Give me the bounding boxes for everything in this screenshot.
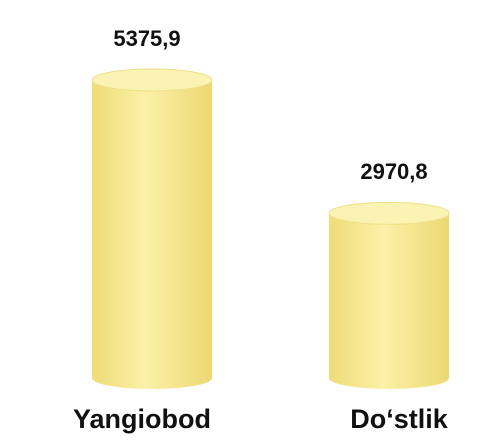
bar	[329, 213, 449, 389]
bar	[92, 80, 212, 389]
x-tick-label: Do‘stlik	[350, 404, 449, 434]
value-label: 5375,9	[113, 26, 180, 51]
bar-top	[328, 201, 450, 225]
value-label: 2970,8	[360, 159, 427, 184]
bar-top	[91, 68, 213, 92]
x-tick-label: Yangiobod	[73, 404, 211, 434]
